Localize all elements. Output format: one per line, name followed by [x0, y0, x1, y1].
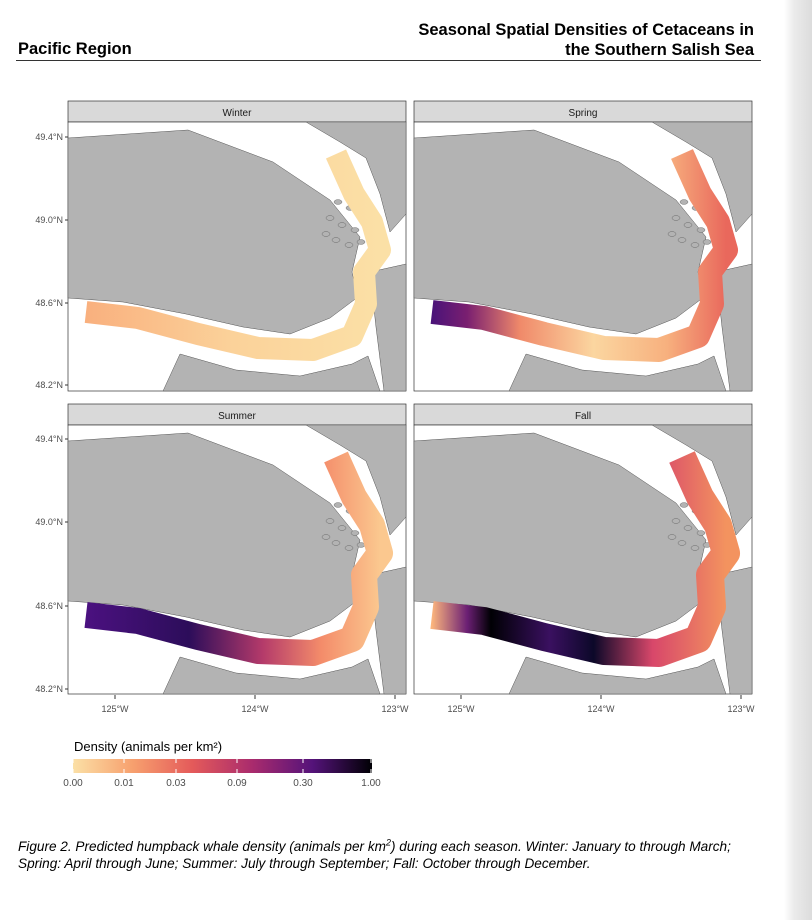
land-island [677, 540, 687, 546]
x-axis-ticks-right: 125°W 124°W 123°W [447, 695, 755, 714]
x-tick-label: 125°W [447, 704, 475, 714]
land-island [679, 199, 689, 205]
legend-break: 0.30 [293, 778, 313, 789]
y-tick-label: 49.4°N [35, 434, 63, 444]
header-divider [16, 60, 761, 62]
legend-break: 0.09 [227, 778, 247, 789]
land-vancouver-island [67, 129, 361, 335]
legend-colorbar [73, 759, 372, 773]
y-tick-label: 49.0°N [35, 215, 63, 225]
land-island [321, 534, 331, 540]
land-island [350, 227, 360, 233]
land-mainland [305, 424, 407, 536]
land-island [702, 239, 712, 245]
y-axis-ticks-top: 49.4°N 49.0°N 48.6°N 48.2°N [35, 132, 69, 390]
y-tick-label: 48.2°N [35, 684, 63, 694]
land-island [333, 199, 343, 205]
land-mainland [651, 424, 753, 536]
map-panel-fall: Fall [413, 403, 753, 695]
y-tick-label: 49.4°N [35, 132, 63, 142]
land-olympic-peninsula [508, 353, 727, 392]
document-title-line-2: the Southern Salish Sea [565, 41, 754, 59]
panel-title: Winter [223, 108, 253, 119]
x-tick-label: 124°W [241, 704, 269, 714]
land-island [321, 231, 331, 237]
document-title: Seasonal Spatial Densities of Cetaceans … [334, 20, 754, 60]
x-tick-label: 123°W [381, 704, 409, 714]
land-mainland [651, 121, 753, 233]
land-olympic-peninsula [162, 656, 381, 695]
caption-text: Figure 2. Predicted humpback whale densi… [18, 839, 386, 854]
caption-text-end: ) during each season. Winter: January to… [18, 839, 731, 871]
land-island [337, 222, 347, 228]
land-island [677, 237, 687, 243]
land-island [331, 237, 341, 243]
map-panel-summer: Summer [67, 403, 407, 695]
land-island [333, 502, 343, 508]
panel-title: Summer [218, 411, 256, 422]
panel-title: Spring [569, 108, 598, 119]
land-island [356, 239, 366, 245]
density-band [430, 149, 738, 362]
document-title-line-1: Seasonal Spatial Densities of Cetaceans … [418, 21, 754, 39]
land-island [325, 518, 335, 524]
land-island [696, 227, 706, 233]
land-vancouver-island [413, 129, 707, 335]
panel-title: Fall [575, 411, 591, 422]
legend-break: 0.00 [63, 778, 83, 789]
land-island [683, 222, 693, 228]
y-tick-label: 49.0°N [35, 517, 63, 527]
land-island [690, 242, 700, 248]
land-vancouver-island [67, 432, 361, 638]
land-island [690, 545, 700, 551]
density-band [84, 451, 393, 666]
land-island [671, 518, 681, 524]
legend-break: 0.03 [166, 778, 186, 789]
land-island [671, 215, 681, 221]
land-island [344, 242, 354, 248]
land-olympic-peninsula [508, 656, 727, 695]
caption-unit-superscript: 2 [385, 837, 391, 848]
legend-break: 0.01 [114, 778, 134, 789]
map-panel-spring: Spring [413, 100, 753, 392]
y-tick-label: 48.2°N [35, 380, 63, 390]
legend: Density (animals per km²) 0.00 0.01 0.03… [63, 739, 381, 789]
region-label: Pacific Region [18, 40, 132, 58]
land-washington [715, 263, 753, 392]
y-tick-label: 48.6°N [35, 601, 63, 611]
x-tick-label: 123°W [727, 704, 755, 714]
legend-break: 1.00 [361, 778, 381, 789]
land-island [344, 545, 354, 551]
land-island [667, 534, 677, 540]
density-band [84, 149, 391, 361]
land-island [696, 530, 706, 536]
land-washington [369, 263, 407, 392]
land-olympic-peninsula [162, 353, 381, 392]
x-tick-label: 125°W [101, 704, 129, 714]
figure-caption: Figure 2. Predicted humpback whale densi… [18, 837, 758, 872]
land-island [683, 525, 693, 531]
land-island [331, 540, 341, 546]
land-island [337, 525, 347, 531]
land-island [325, 215, 335, 221]
density-band [430, 451, 740, 667]
land-island [667, 231, 677, 237]
density-figure: 49.4°N 49.0°N 48.6°N 48.2°N 49.4°N 49.0°… [35, 100, 755, 789]
y-axis-ticks-bottom: 49.4°N 49.0°N 48.6°N 48.2°N [35, 434, 69, 694]
land-mainland [305, 121, 407, 233]
land-island [350, 530, 360, 536]
map-panel-winter: Winter [67, 100, 407, 392]
y-tick-label: 48.6°N [35, 298, 63, 308]
page-edge-shadow [784, 0, 812, 920]
land-island [679, 502, 689, 508]
x-tick-label: 124°W [587, 704, 615, 714]
legend-title: Density (animals per km²) [74, 739, 222, 754]
x-axis-ticks-left: 125°W 124°W 123°W [101, 695, 409, 714]
land-washington [369, 566, 407, 695]
